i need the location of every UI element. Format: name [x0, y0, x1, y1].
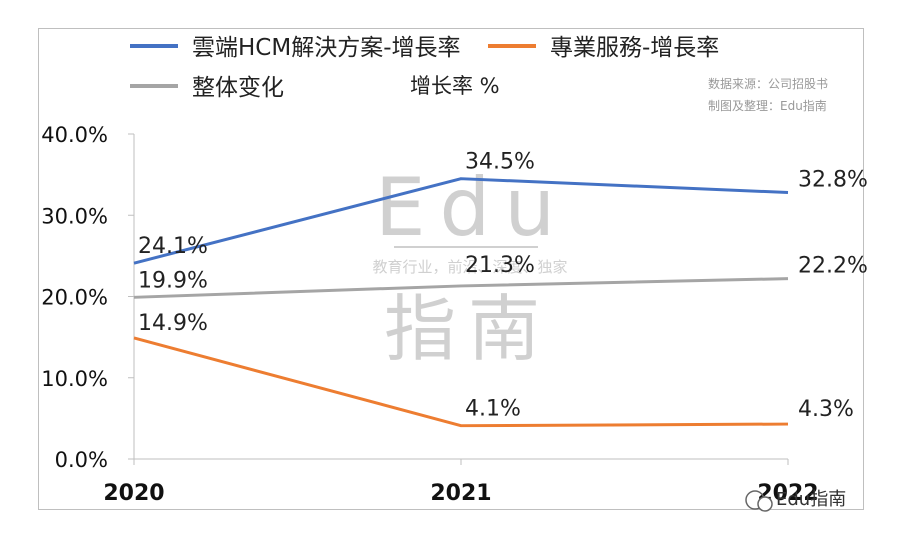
x-axis-ticks: 2020 2021 2022 — [103, 459, 819, 506]
data-label: 34.5% — [465, 150, 535, 175]
x-tick-label: 2020 — [103, 481, 164, 506]
data-label: 4.3% — [798, 397, 854, 422]
legend: 雲端HCM解決方案-增長率 專業服務-增長率 整体变化 — [130, 35, 719, 101]
series-line-0 — [133, 177, 789, 265]
chart-frame — [38, 28, 864, 510]
watermark: Edu 教育行业，前沿、深度、独家 指南 — [372, 161, 569, 371]
y-tick-label: 30.0% — [41, 204, 108, 228]
y-axis-ticks: 0.0% 10.0% 20.0% 30.0% 40.0% — [41, 123, 134, 472]
brand-text: Edu指南 — [776, 489, 846, 510]
y-axis-label: 增长率 % — [410, 74, 500, 98]
watermark-tagline: 教育行业，前沿、深度、独家 — [372, 258, 567, 276]
brand-badge: Edu指南 — [745, 489, 846, 512]
y-tick-label: 20.0% — [41, 286, 108, 310]
data-label: 14.9% — [138, 311, 208, 336]
data-label: 21.3% — [465, 253, 535, 278]
data-labels: 24.1% 34.5% 32.8% 14.9% 4.1% 4.3% 19.9% 21.3% 22… — [138, 150, 868, 422]
series-lines — [133, 177, 789, 428]
data-label: 19.9% — [138, 268, 208, 293]
y-tick-label: 40.0% — [41, 123, 108, 147]
data-label: 24.1% — [138, 234, 208, 259]
x-tick-label: 2021 — [430, 481, 491, 506]
source-line-2: 制图及整理：Edu指南 — [708, 98, 827, 113]
watermark-chars: 指南 — [384, 287, 552, 371]
y-tick-label: 0.0% — [55, 448, 108, 472]
wechat-icon-bubble — [757, 496, 773, 512]
watermark-logo-text: Edu — [375, 161, 569, 254]
legend-label-professional-services: 專業服務-增長率 — [550, 35, 719, 61]
data-label: 32.8% — [798, 168, 868, 193]
data-label: 4.1% — [465, 397, 521, 422]
series-line-1 — [133, 336, 789, 428]
legend-label-overall: 整体变化 — [192, 75, 284, 101]
data-label: 22.2% — [798, 254, 868, 279]
series-line-2 — [133, 277, 789, 299]
y-tick-label: 10.0% — [41, 367, 108, 391]
source-line-1: 数据来源：公司招股书 — [708, 76, 828, 91]
legend-label-cloud-hcm: 雲端HCM解決方案-增長率 — [192, 35, 461, 61]
